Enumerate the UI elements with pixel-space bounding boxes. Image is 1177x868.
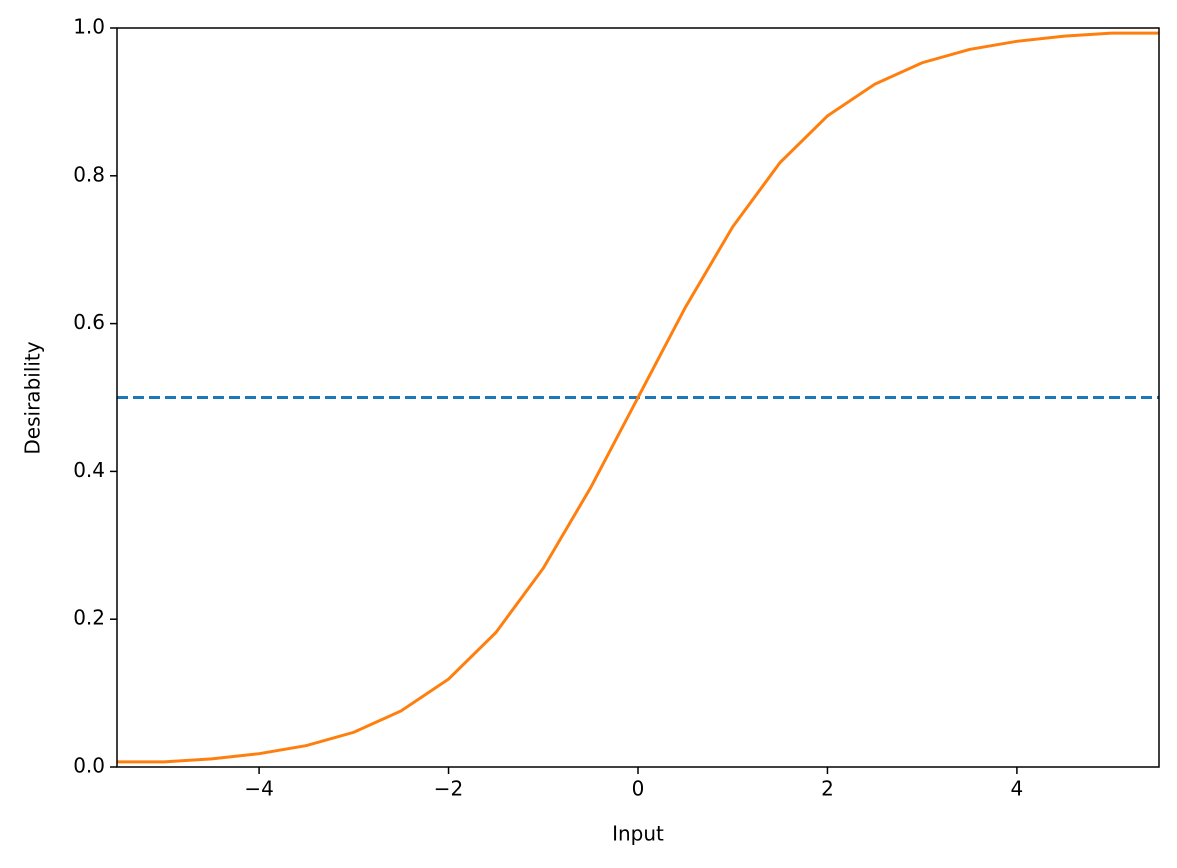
y-tick-label: 0.4	[73, 458, 105, 482]
y-tick-label: 0.8	[73, 162, 105, 186]
x-tick-label: −2	[434, 777, 463, 801]
y-tick-label: 0.0	[73, 754, 105, 778]
y-tick-label: 0.2	[73, 606, 105, 630]
y-axis-label: Desirability	[21, 341, 45, 454]
y-tick-label: 0.6	[73, 310, 105, 334]
x-axis-label: Input	[612, 822, 664, 846]
data-line	[117, 31, 1159, 764]
plot-frame	[116, 27, 1160, 768]
y-tick-label: 1.0	[73, 15, 105, 39]
x-tick-label: 4	[1011, 777, 1024, 801]
x-tick-label: 2	[821, 777, 834, 801]
x-tick-label: 0	[632, 777, 645, 801]
x-tick-label: −4	[244, 777, 273, 801]
